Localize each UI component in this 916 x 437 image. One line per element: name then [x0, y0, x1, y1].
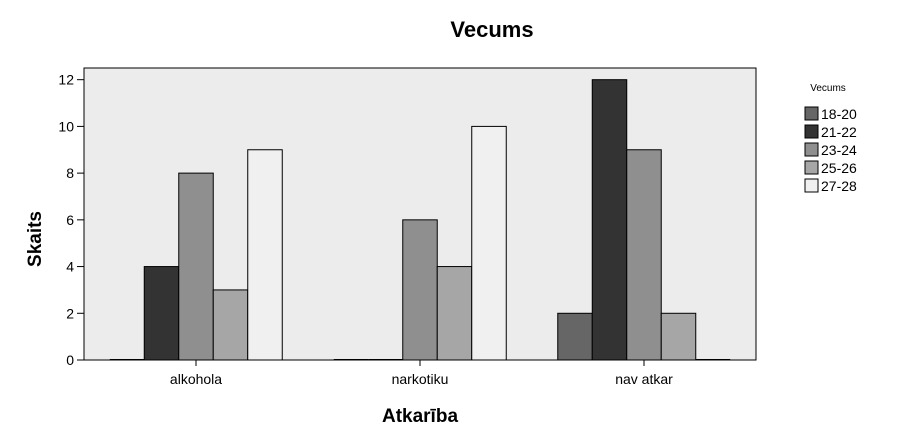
bar-nav-atkar-18-20 [557, 312, 593, 361]
y-axis: 0 2 4 6 8 10 12 [58, 72, 84, 368]
bar-nav-atkar-25-26 [660, 312, 697, 361]
y-tick-label: 12 [58, 72, 74, 88]
legend-swatch [804, 160, 819, 175]
bar-narkotiku-23-24 [402, 219, 438, 361]
bar-nav-atkar-21-22 [591, 79, 628, 361]
legend-label: 25-26 [821, 160, 857, 176]
bar-narkotiku-27-28 [471, 125, 507, 361]
x-axis-title: Atkarība [382, 406, 458, 427]
legend-label: 18-20 [821, 106, 857, 122]
bar-narkotiku-25-26 [436, 266, 473, 361]
legend-swatch [804, 124, 819, 139]
legend: Vecums 18-20 21-22 23-24 25-26 27-28 [804, 83, 857, 194]
bars [109, 79, 731, 361]
x-axis: alkohola narkotiku nav atkar [170, 360, 673, 387]
y-tick-label: 8 [66, 165, 74, 181]
legend-swatch [804, 142, 819, 157]
legend-label: 21-22 [821, 124, 857, 140]
x-tick-label: alkohola [170, 371, 222, 387]
legend-swatch [804, 178, 819, 193]
y-tick-label: 2 [66, 305, 74, 321]
bar-nav-atkar-23-24 [626, 149, 662, 361]
chart-title: Vecums [450, 17, 533, 42]
y-axis-title: Skaits [25, 211, 46, 267]
legend-label: 23-24 [821, 142, 857, 158]
y-tick-label: 0 [66, 352, 74, 368]
y-tick-label: 4 [66, 259, 74, 275]
bar-alkohola-25-26 [212, 289, 249, 361]
legend-title: Vecums [810, 83, 846, 94]
x-tick-label: nav atkar [615, 371, 673, 387]
legend-swatch [804, 106, 819, 121]
legend-label: 27-28 [821, 178, 857, 194]
bar-alkohola-27-28 [247, 149, 283, 361]
x-tick-label: narkotiku [392, 371, 449, 387]
bar-alkohola-21-22 [143, 266, 180, 361]
bar-alkohola-23-24 [178, 172, 214, 361]
y-tick-label: 6 [66, 212, 74, 228]
y-tick-label: 10 [58, 118, 74, 134]
